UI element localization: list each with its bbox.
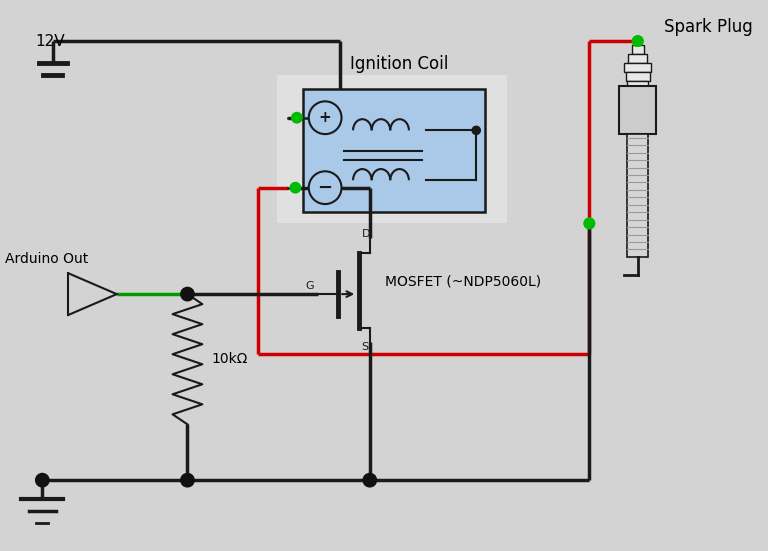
Bar	[624, 63, 651, 72]
Bar	[632, 45, 644, 53]
Circle shape	[290, 182, 300, 193]
Bar	[629, 99, 647, 107]
Bar	[626, 72, 650, 80]
Text: 10kΩ: 10kΩ	[211, 352, 247, 366]
Bar	[619, 86, 657, 134]
Bar	[627, 134, 648, 257]
Bar	[303, 89, 485, 212]
Circle shape	[363, 473, 376, 487]
Bar	[628, 53, 647, 63]
Text: Ignition Coil: Ignition Coil	[350, 55, 449, 73]
Text: D: D	[362, 229, 370, 239]
Circle shape	[584, 218, 594, 229]
Circle shape	[180, 473, 194, 487]
Circle shape	[633, 36, 643, 46]
Circle shape	[633, 36, 643, 46]
Circle shape	[35, 473, 49, 487]
Text: S: S	[362, 342, 369, 352]
Text: Arduino Out: Arduino Out	[5, 252, 88, 266]
Text: −: −	[318, 179, 333, 197]
Text: MOSFET (~NDP5060L): MOSFET (~NDP5060L)	[385, 274, 541, 288]
Circle shape	[309, 171, 342, 204]
Circle shape	[180, 288, 194, 301]
Bar	[629, 89, 647, 99]
Bar	[627, 80, 648, 89]
Circle shape	[472, 126, 480, 134]
Circle shape	[584, 218, 594, 229]
Circle shape	[309, 101, 342, 134]
Circle shape	[292, 112, 302, 123]
Text: Spark Plug: Spark Plug	[664, 18, 753, 36]
Bar	[276, 74, 508, 223]
Text: G: G	[305, 281, 313, 291]
Text: +: +	[319, 110, 332, 125]
Text: 12V: 12V	[35, 34, 65, 49]
